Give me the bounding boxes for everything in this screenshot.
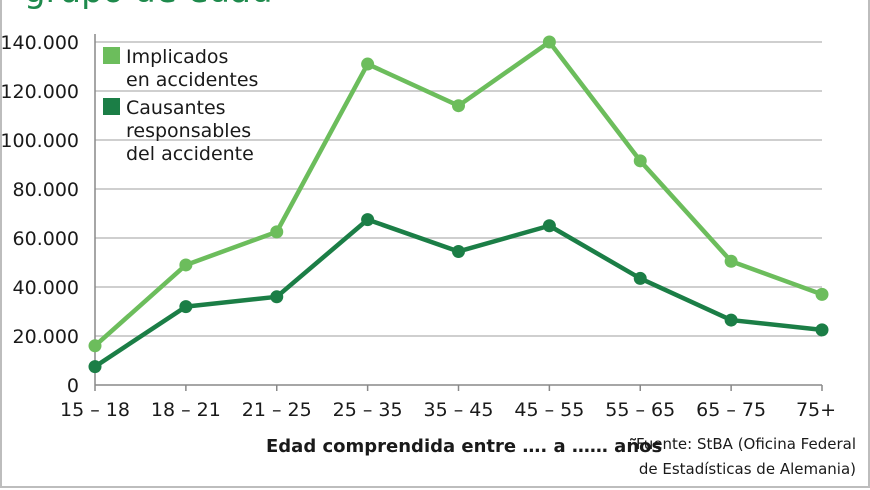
data-point [179,300,193,314]
data-point [361,57,375,71]
legend-swatch [103,98,120,115]
data-point [815,323,829,337]
series-causantes [88,213,829,374]
x-axis: 15 – 18 18 – 21 21 – 25 25 – 35 35 – 45 45 – … [60,384,836,421]
legend-swatch [103,47,120,64]
data-point [452,244,465,258]
x-tick-label: 15 – 18 [60,399,130,421]
x-tick-label: 35 – 45 [424,399,494,421]
data-point [88,339,102,353]
data-point [270,225,284,239]
y-tick-label: 140.000 [0,32,79,54]
x-tick-label: 65 – 75 [696,399,766,421]
y-tick-label: 40.000 [13,277,79,299]
legend-label: en accidentes [126,69,258,91]
x-tick-label: 55 – 65 [605,399,675,421]
legend-label: del accidente [126,143,254,165]
data-point [633,154,647,168]
data-point [542,219,556,233]
y-tick-label: 60.000 [13,228,79,250]
x-tick-label: 18 – 21 [151,399,221,421]
y-tick-label: 100.000 [0,130,79,152]
data-point [179,258,193,272]
source-line-1: Fuente: StBA (Oficina Federal [636,435,856,453]
y-axis: 0 20.000 40.000 60.000 80.000 100.000 120.000 1… [0,32,96,397]
x-tick-label: 45 – 55 [514,399,584,421]
x-tick-label: 25 – 35 [333,399,403,421]
data-point [542,35,556,49]
data-point [633,271,647,285]
source-line-2: de Estadísticas de Alemania) [639,460,856,478]
data-point [361,213,375,227]
data-point [88,360,102,374]
grid-lines [95,41,822,337]
data-point [270,290,284,304]
data-point [815,287,829,301]
x-axis-label: Edad comprendida entre …. a …… años [266,436,662,457]
legend-label: Implicados [126,46,228,68]
legend-label: responsables [126,120,251,142]
x-tick-label: 75+ [796,399,836,421]
x-tick-label: 21 – 25 [242,399,312,421]
series-implicados [88,35,829,353]
y-tick-label: 20.000 [13,326,79,348]
legend-label: Causantes [126,97,226,119]
series-group [88,35,829,374]
chart-title: grupo de edad [24,0,273,11]
data-point [724,313,738,327]
y-tick-label: 0 [67,375,79,397]
y-tick-label: 80.000 [13,179,79,201]
y-tick-label: 120.000 [0,81,79,103]
data-point [452,99,465,113]
data-point [724,254,738,268]
